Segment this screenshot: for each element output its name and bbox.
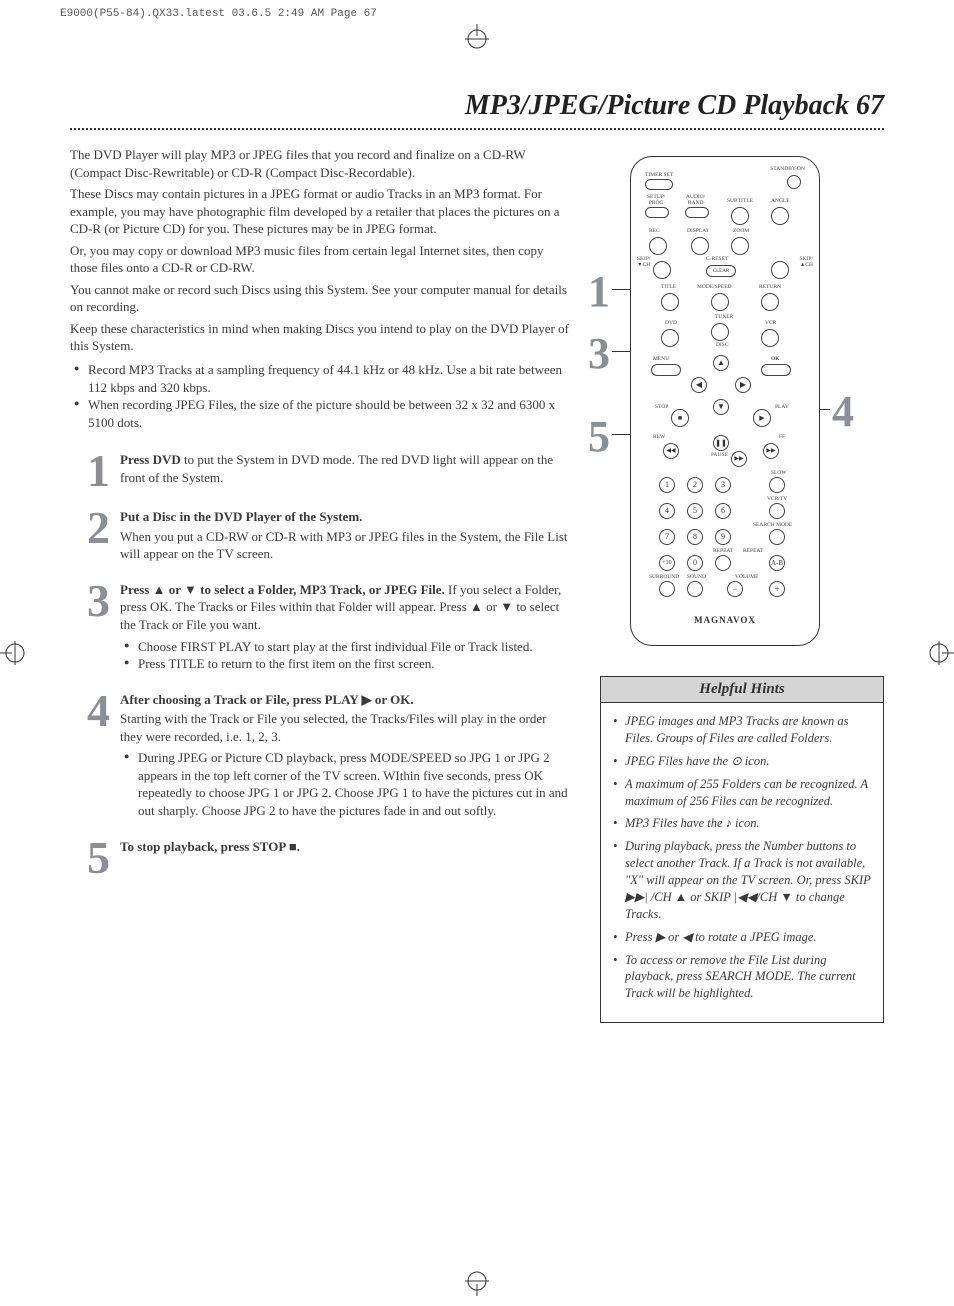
intro-p3: Or, you may copy or download MP3 music f…	[70, 242, 570, 277]
crop-mark-bottom	[462, 1266, 492, 1296]
page-title: MP3/JPEG/Picture CD Playback 67	[70, 90, 884, 128]
print-header-meta: E9000(P55-84).QX33.latest 03.6.5 2:49 AM…	[60, 8, 377, 20]
remote-callout-3: 3	[588, 328, 610, 379]
step-4-para: Starting with the Track or File you sele…	[120, 710, 570, 745]
step-1: 1 Press DVD to put the System in DVD mod…	[70, 451, 570, 490]
intro-p2: These Discs may contain pictures in a JP…	[70, 185, 570, 238]
step-3-bullet-2: Press TITLE to return to the first item …	[120, 655, 570, 673]
intro-p5: Keep these characteristics in mind when …	[70, 320, 570, 355]
remote-callout-5: 5	[588, 411, 610, 462]
step-1-lead-rest: to put the System in DVD mode. The red D…	[120, 452, 553, 485]
step-1-number: 1	[70, 451, 110, 490]
crop-mark-right	[924, 638, 954, 668]
intro-block: The DVD Player will play MP3 or JPEG fil…	[70, 146, 570, 431]
step-5: 5 To stop playback, press STOP ■.	[70, 838, 570, 877]
remote-brand: MAGNAVOX	[631, 615, 819, 625]
right-column: 1 3 5 4 TIMER SET STANDBY-ON SETUP/ PROG	[600, 146, 884, 1023]
dotted-rule	[70, 128, 884, 130]
intro-p1: The DVD Player will play MP3 or JPEG fil…	[70, 146, 570, 181]
hint-5: During playback, press the Number button…	[613, 838, 871, 922]
intro-bullet-1: Record MP3 Tracks at a sampling frequenc…	[70, 361, 570, 396]
hint-6: Press ▶ or ◀ to rotate a JPEG image.	[613, 929, 871, 946]
step-2-number: 2	[70, 508, 110, 563]
hint-4: MP3 Files have the ♪ icon.	[613, 815, 871, 832]
intro-p4: You cannot make or record such Discs usi…	[70, 281, 570, 316]
page-content: MP3/JPEG/Picture CD Playback 67 The DVD …	[70, 60, 884, 1246]
hint-3: A maximum of 255 Folders can be recogniz…	[613, 776, 871, 810]
step-4: 4 After choosing a Track or File, press …	[70, 691, 570, 820]
remote-callout-1: 1	[588, 266, 610, 317]
step-3-lead-bold: Press ▲ or ▼ to select a Folder, MP3 Tra…	[120, 582, 445, 597]
hint-7: To access or remove the File List during…	[613, 952, 871, 1003]
helpful-hints-box: Helpful Hints JPEG images and MP3 Tracks…	[600, 676, 884, 1023]
step-2: 2 Put a Disc in the DVD Player of the Sy…	[70, 508, 570, 563]
step-2-para: When you put a CD-RW or CD-R with MP3 or…	[120, 528, 570, 563]
step-3: 3 Press ▲ or ▼ to select a Folder, MP3 T…	[70, 581, 570, 673]
step-5-lead-bold: To stop playback, press STOP ■.	[120, 839, 300, 854]
step-4-number: 4	[70, 691, 110, 820]
step-3-number: 3	[70, 581, 110, 673]
step-1-lead-bold: Press DVD	[120, 452, 181, 467]
step-4-lead-bold: After choosing a Track or File, press PL…	[120, 692, 414, 707]
step-3-bullet-1: Choose FIRST PLAY to start play at the f…	[120, 638, 570, 656]
crop-mark-top	[462, 24, 492, 54]
intro-bullet-2: When recording JPEG Files, the size of t…	[70, 396, 570, 431]
hint-2: JPEG Files have the ⊙ icon.	[613, 753, 871, 770]
step-2-lead-bold: Put a Disc in the DVD Player of the Syst…	[120, 509, 362, 524]
crop-mark-left	[0, 638, 30, 668]
remote-diagram: 1 3 5 4 TIMER SET STANDBY-ON SETUP/ PROG	[630, 156, 884, 646]
hint-1: JPEG images and MP3 Tracks are known as …	[613, 713, 871, 747]
main-text-column: The DVD Player will play MP3 or JPEG fil…	[70, 146, 570, 1023]
remote-callout-4: 4	[832, 386, 854, 437]
helpful-hints-title: Helpful Hints	[601, 677, 883, 703]
step-4-bullet-1: During JPEG or Picture CD playback, pres…	[120, 749, 570, 819]
step-5-number: 5	[70, 838, 110, 877]
remote-body: TIMER SET STANDBY-ON SETUP/ PROG AUDIO/ …	[630, 156, 820, 646]
